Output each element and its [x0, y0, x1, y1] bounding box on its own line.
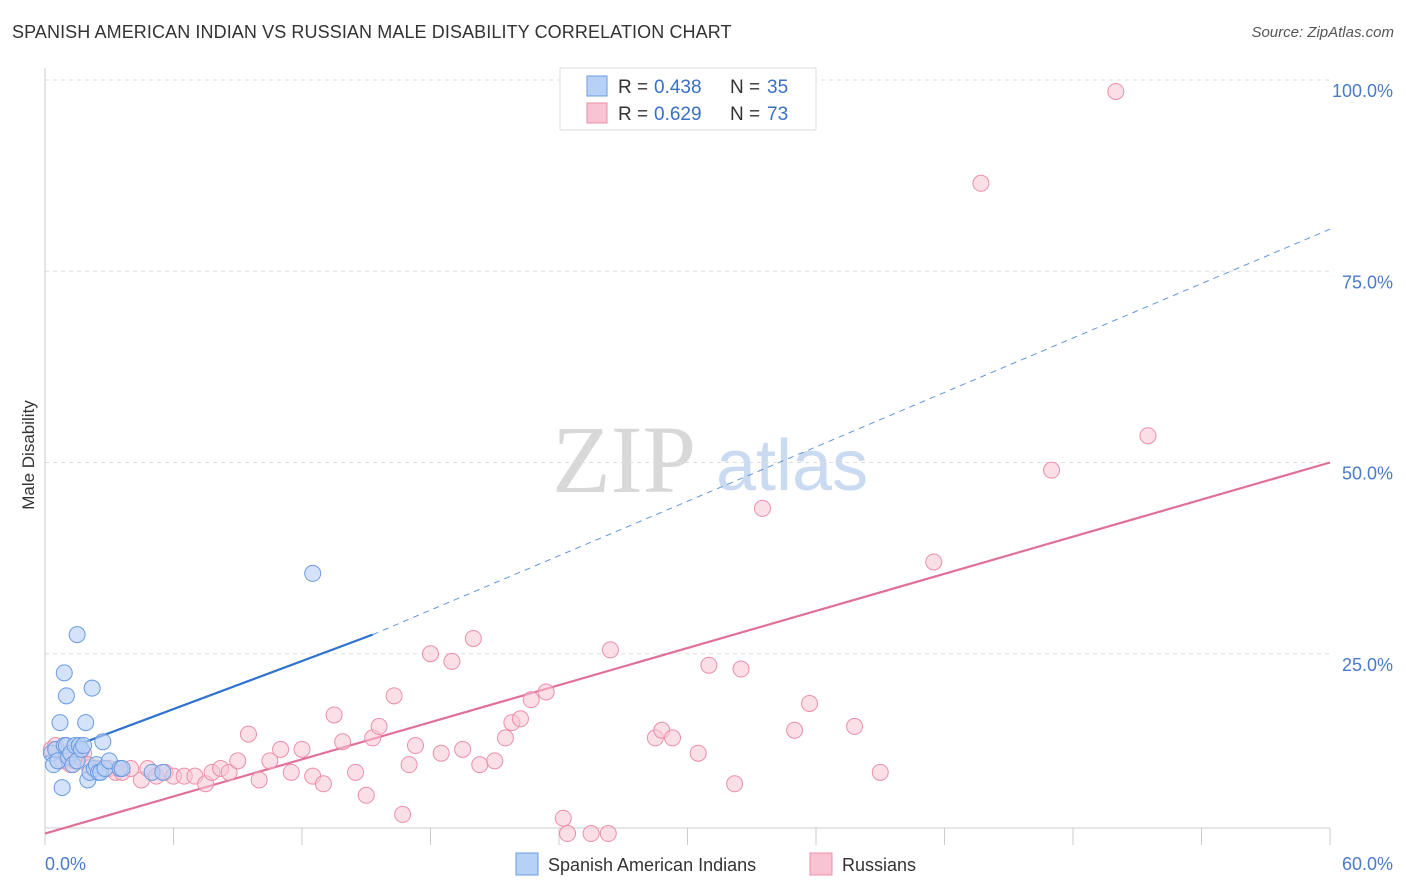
point-russians-30 — [272, 740, 290, 758]
gridlines — [45, 79, 1330, 655]
point-spanish-american-indians-31 — [113, 760, 131, 777]
point-russians-55 — [522, 691, 540, 709]
point-spanish-american-indians-9 — [57, 687, 75, 705]
point-russians-76 — [1043, 461, 1061, 479]
point-russians-25 — [220, 763, 238, 781]
point-russians-38 — [357, 786, 375, 804]
point-russians-69 — [753, 499, 771, 517]
legend-r-value-2: 0.629 — [654, 104, 702, 125]
legend-n-value-2: 73 — [767, 104, 788, 125]
series-legend-label-1: Spanish American Indians — [548, 855, 756, 875]
y-tick-label-25: 25.0% — [1342, 655, 1393, 675]
point-russians-57 — [554, 809, 572, 827]
point-russians-77 — [1107, 82, 1125, 100]
point-russians-32 — [293, 740, 311, 758]
point-russians-70 — [786, 721, 804, 739]
stats-legend: R = 0.438 N = 35 R = 0.629 N = 73 — [559, 67, 817, 131]
point-russians-67 — [726, 775, 744, 793]
point-spanish-american-indians-19 — [77, 714, 95, 732]
point-russians-46 — [432, 744, 450, 762]
trend-line-russians — [44, 461, 1331, 835]
point-russians-42 — [394, 805, 412, 823]
point-russians-37 — [347, 763, 365, 781]
point-russians-75 — [972, 174, 990, 192]
legend-r-label-2: R = — [618, 104, 648, 125]
y-tick-label-100: 100.0% — [1332, 81, 1393, 101]
point-spanish-american-indians-14 — [68, 626, 86, 644]
point-russians-26 — [229, 752, 247, 770]
watermark-zip: ZIP — [552, 406, 696, 513]
series-legend: Spanish American Indians Russians — [515, 852, 916, 876]
point-russians-45 — [422, 645, 439, 663]
legend-n-value-1: 35 — [767, 77, 788, 98]
x-tick-label-min: 0.0% — [45, 854, 86, 874]
series-legend-label-2: Russians — [842, 855, 916, 875]
point-russians-61 — [601, 641, 619, 659]
point-russians-60 — [599, 825, 617, 843]
y-axis-tick-labels: 25.0% 50.0% 75.0% 100.0% — [1332, 81, 1393, 675]
point-spanish-american-indians-4 — [51, 714, 69, 732]
watermark-atlas: atlas — [716, 426, 868, 506]
point-russians-68 — [732, 660, 750, 678]
point-russians-43 — [400, 756, 418, 774]
point-russians-49 — [464, 629, 482, 647]
point-russians-59 — [582, 825, 600, 843]
point-russians-73 — [871, 763, 889, 781]
point-russians-34 — [314, 775, 332, 793]
point-russians-56 — [537, 683, 555, 701]
point-spanish-american-indians-22 — [83, 679, 101, 697]
legend-swatch-pink — [586, 102, 608, 124]
trend-lines — [44, 228, 1331, 835]
source-credit: Source: ZipAtlas.com — [1251, 24, 1394, 41]
point-russians-52 — [496, 729, 514, 747]
point-russians-48 — [454, 740, 472, 758]
trend-line-spanish-american-indians-extrapolated — [372, 228, 1331, 636]
series-legend-swatch-pink — [809, 852, 833, 876]
point-russians-27 — [239, 725, 257, 743]
point-russians-44 — [407, 737, 425, 755]
point-russians-78 — [1139, 427, 1157, 445]
x-tick-label-max: 60.0% — [1342, 854, 1393, 874]
point-russians-64 — [664, 729, 682, 747]
legend-n-label-2: N = — [730, 104, 760, 125]
point-russians-31 — [282, 763, 300, 781]
legend-r-value-1: 0.438 — [654, 77, 702, 98]
point-spanish-american-indians-18 — [75, 737, 93, 755]
legend-r-label-1: R = — [618, 77, 648, 98]
y-tick-label-75: 75.0% — [1342, 272, 1393, 292]
x-axis-ticks — [44, 828, 1331, 845]
point-russians-35 — [325, 706, 343, 724]
point-russians-66 — [700, 656, 718, 674]
point-russians-50 — [471, 756, 489, 774]
point-russians-58 — [559, 825, 577, 843]
point-russians-71 — [801, 694, 819, 712]
legend-swatch-blue — [586, 75, 608, 97]
series-legend-swatch-blue — [515, 852, 539, 876]
point-russians-72 — [846, 717, 864, 735]
y-tick-label-50: 50.0% — [1342, 464, 1393, 484]
legend-n-label-1: N = — [730, 77, 760, 98]
point-russians-29 — [261, 752, 279, 770]
y-axis-title: Male Disability — [19, 400, 38, 510]
point-russians-51 — [486, 752, 504, 770]
point-russians-47 — [443, 652, 461, 670]
point-spanish-american-indians-33 — [154, 763, 172, 781]
point-russians-74 — [925, 553, 943, 571]
point-spanish-american-indians-5 — [53, 779, 71, 797]
point-russians-41 — [385, 687, 403, 705]
chart-title: SPANISH AMERICAN INDIAN VS RUSSIAN MALE … — [12, 22, 732, 42]
point-russians-40 — [370, 717, 388, 735]
point-russians-54 — [511, 710, 529, 728]
point-spanish-american-indians-34 — [304, 564, 322, 582]
point-russians-36 — [334, 733, 352, 751]
point-russians-65 — [689, 744, 707, 762]
x-axis-tick-labels: 0.0% 60.0% — [45, 854, 1393, 874]
point-spanish-american-indians-27 — [94, 733, 112, 751]
point-russians-28 — [250, 771, 268, 789]
series-spanish-american-indians — [42, 564, 322, 797]
point-spanish-american-indians-7 — [55, 664, 73, 682]
